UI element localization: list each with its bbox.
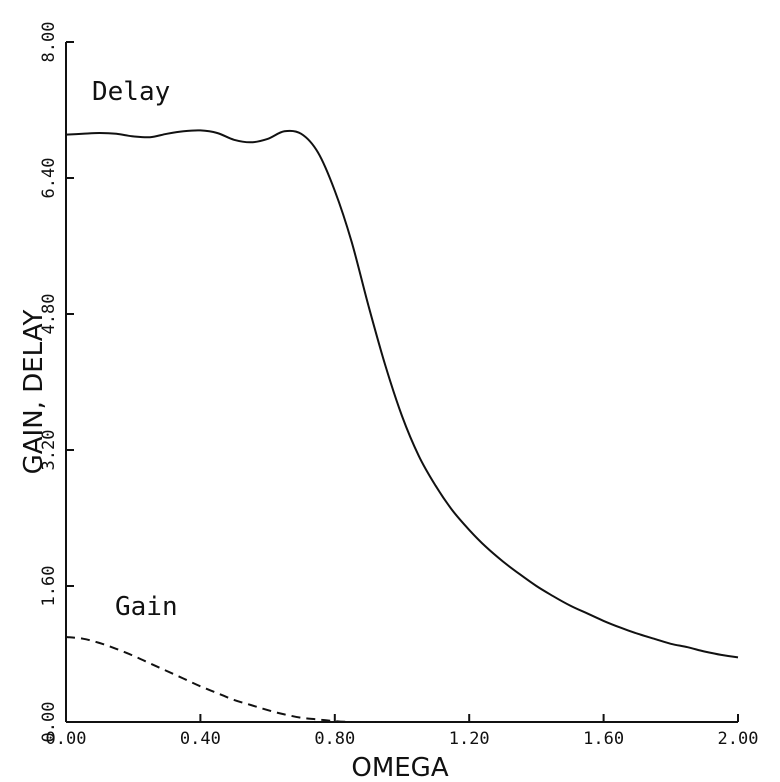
annotation-gain: Gain [115,592,178,622]
y-tick-label: 4.80 [39,294,59,335]
y-tick-label: 6.40 [39,158,59,199]
x-tick-label: 1.20 [449,729,490,749]
delay-series-line [65,129,739,659]
annotation-delay: Delay [92,77,170,107]
axes [65,42,738,723]
x-tick-label: 0.80 [314,729,355,749]
x-tick-label: 1.60 [583,729,624,749]
y-tick-label: 8.00 [39,22,59,63]
y-tick-label: 1.60 [39,566,59,607]
x-tick-label: 0.00 [46,729,87,749]
x-tick-label: 0.40 [180,729,221,749]
gain-series-line [65,636,386,724]
y-tick-label: 3.20 [39,430,59,471]
y-tick-label: 0.00 [39,702,59,743]
ticks: 0.00 0.40 0.80 1.20 1.60 2.00 0.00 1.60 3.20 4.80… [39,22,758,749]
x-axis-label: OMEGA [351,753,448,782]
series-group [65,129,739,724]
y-axis-label: GAIN, DELAY [19,310,49,475]
x-tick-label: 2.00 [718,729,759,749]
